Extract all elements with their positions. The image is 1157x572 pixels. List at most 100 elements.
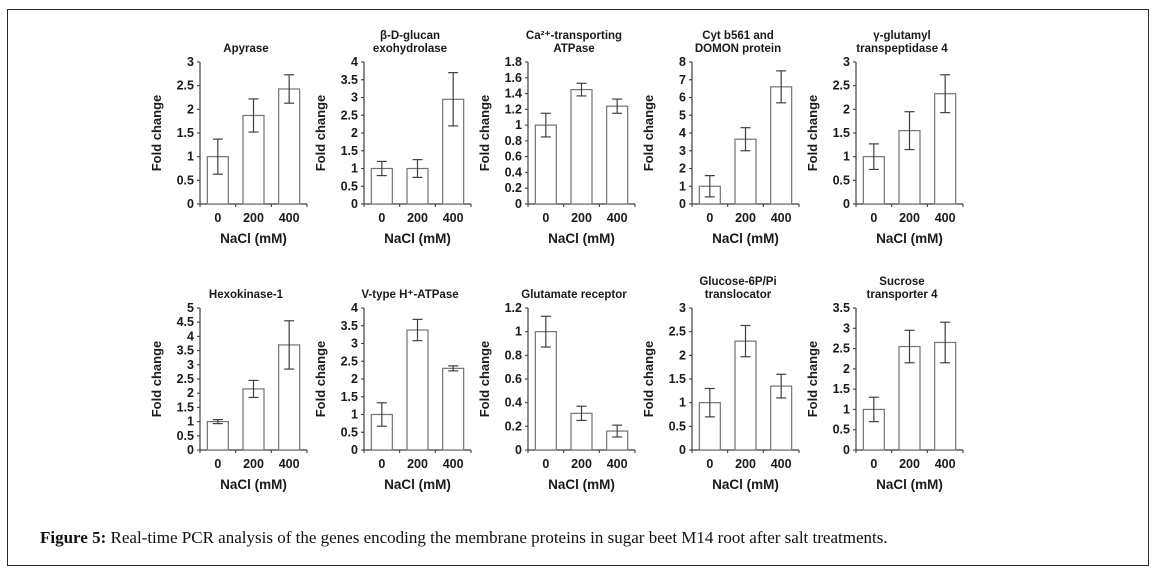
svg-text:2.5: 2.5 [177, 372, 194, 386]
svg-text:0: 0 [843, 197, 850, 211]
svg-text:400: 400 [771, 457, 792, 471]
chart-apyrase: Apyrase 0 0.5 1 1.5 2 2.5 3 Fold change 0 200 400 Na… [150, 22, 314, 260]
svg-text:0: 0 [378, 457, 385, 471]
svg-text:1.4: 1.4 [505, 87, 522, 101]
chart-plot-glutamate-receptor: 0 0.2 0.4 0.6 0.8 1 1.2 Fold change 0 200 400 NaCl … [478, 302, 636, 492]
svg-text:6: 6 [679, 91, 686, 105]
svg-text:Fold change: Fold change [642, 95, 656, 172]
svg-text:400: 400 [279, 457, 300, 471]
svg-text:0.5: 0.5 [833, 173, 850, 187]
svg-text:3.5: 3.5 [341, 319, 358, 333]
svg-text:2: 2 [679, 348, 686, 362]
svg-text:1.5: 1.5 [341, 390, 358, 404]
svg-text:2: 2 [843, 362, 850, 376]
svg-text:3: 3 [351, 91, 358, 105]
svg-text:0: 0 [870, 457, 877, 471]
chart-glucose-6p-pi-translocator: Glucose-6P/Pi translocator 0 0.5 1 1.5 2 2.5 3 Fo… [642, 268, 806, 506]
svg-text:1: 1 [351, 408, 358, 422]
chart-plot-cyt-b561-domon-protein: 0 1 2 3 4 5 6 7 8 Fold change 0 200 400 NaCl (mM) [642, 56, 800, 246]
svg-text:2: 2 [351, 372, 358, 386]
svg-text:200: 200 [899, 457, 920, 471]
svg-text:400: 400 [443, 457, 464, 471]
svg-text:0.8: 0.8 [505, 348, 522, 362]
svg-text:400: 400 [607, 457, 628, 471]
svg-text:NaCl (mM): NaCl (mM) [220, 231, 287, 246]
chart-plot-glucose-6p-pi-translocator: 0 0.5 1 1.5 2 2.5 3 Fold change 0 200 400 NaCl (mM) [642, 302, 800, 492]
svg-text:0.6: 0.6 [505, 150, 522, 164]
svg-text:3: 3 [351, 337, 358, 351]
svg-text:200: 200 [735, 211, 756, 225]
chart-sucrose-transporter-4: Sucrose transporter 4 0 0.5 1 1.5 2 2.5 3 3.5 Fold… [806, 268, 970, 506]
svg-text:400: 400 [935, 457, 956, 471]
svg-text:400: 400 [607, 211, 628, 225]
svg-text:1.5: 1.5 [669, 372, 686, 386]
svg-text:1: 1 [351, 162, 358, 176]
svg-text:0: 0 [870, 211, 877, 225]
svg-text:400: 400 [771, 211, 792, 225]
svg-text:400: 400 [279, 211, 300, 225]
chart-v-type-h-atpase: V-type H⁺-ATPase 0 0.5 1 1.5 2 2.5 3 3.5 4 Fold ch… [314, 268, 478, 506]
svg-text:1: 1 [187, 150, 194, 164]
svg-text:1: 1 [679, 396, 686, 410]
svg-text:200: 200 [407, 457, 428, 471]
svg-text:4: 4 [351, 302, 358, 315]
svg-text:1.6: 1.6 [505, 71, 522, 85]
svg-text:1.2: 1.2 [505, 102, 522, 116]
chart-ca-transporting-atpase: Ca²⁺-transporting ATPase 0 0.2 0.4 0.6 0.8 1 1.2… [478, 22, 642, 260]
svg-text:1.5: 1.5 [177, 126, 194, 140]
svg-text:3: 3 [843, 321, 850, 335]
chart-hexokinase-1: Hexokinase-1 0 0.5 1 1.5 2 2.5 3 3.5 4 4.5 5 Fold ch… [150, 268, 314, 506]
chart-title-ca-transporting-atpase: Ca²⁺-transporting ATPase [525, 30, 623, 55]
figure-caption-label: Figure 5: [40, 528, 107, 547]
svg-text:0: 0 [214, 211, 221, 225]
svg-text:0: 0 [351, 197, 358, 211]
svg-text:0: 0 [515, 197, 522, 211]
svg-text:400: 400 [935, 211, 956, 225]
svg-text:0.2: 0.2 [505, 419, 522, 433]
svg-text:1.2: 1.2 [505, 302, 522, 315]
svg-text:1.5: 1.5 [833, 126, 850, 140]
svg-text:2: 2 [843, 102, 850, 116]
chart-title-gamma-glutamyl-transpeptidase-4: γ-glutamyl transpeptidase 4 [856, 30, 948, 55]
svg-text:0: 0 [378, 211, 385, 225]
svg-text:Fold change: Fold change [478, 95, 492, 172]
svg-text:200: 200 [407, 211, 428, 225]
svg-text:0: 0 [515, 443, 522, 457]
svg-text:3.5: 3.5 [833, 302, 850, 315]
svg-text:400: 400 [443, 211, 464, 225]
svg-text:NaCl (mM): NaCl (mM) [876, 477, 943, 492]
svg-text:0: 0 [542, 211, 549, 225]
chart-title-glutamate-receptor: Glutamate receptor [521, 289, 627, 301]
svg-text:Fold change: Fold change [314, 95, 328, 172]
svg-text:NaCl (mM): NaCl (mM) [712, 231, 779, 246]
svg-text:4: 4 [679, 126, 686, 140]
svg-text:1.8: 1.8 [505, 56, 522, 69]
chart-title-glucose-6p-pi-translocator: Glucose-6P/Pi translocator [699, 276, 777, 301]
svg-text:200: 200 [735, 457, 756, 471]
svg-text:1.5: 1.5 [341, 144, 358, 158]
svg-text:0: 0 [214, 457, 221, 471]
svg-text:2.5: 2.5 [833, 342, 850, 356]
svg-text:0: 0 [187, 197, 194, 211]
svg-text:0.5: 0.5 [669, 419, 686, 433]
svg-text:3: 3 [187, 56, 194, 69]
svg-text:NaCl (mM): NaCl (mM) [548, 477, 615, 492]
svg-text:8: 8 [679, 56, 686, 69]
chart-title-cyt-b561-domon-protein: Cyt b561 and DOMON protein [694, 30, 782, 55]
svg-text:2.5: 2.5 [341, 108, 358, 122]
svg-text:0.5: 0.5 [177, 173, 194, 187]
svg-text:Fold change: Fold change [642, 341, 656, 418]
svg-text:3.5: 3.5 [341, 73, 358, 87]
svg-text:0: 0 [706, 457, 713, 471]
svg-text:4: 4 [351, 56, 358, 69]
figure-caption: Figure 5: Real-time PCR analysis of the … [40, 528, 1120, 548]
svg-text:3: 3 [187, 358, 194, 372]
svg-text:2: 2 [679, 162, 686, 176]
chart-plot-sucrose-transporter-4: 0 0.5 1 1.5 2 2.5 3 3.5 Fold change 0 200 400 NaCl (… [806, 302, 964, 492]
svg-text:0.5: 0.5 [833, 423, 850, 437]
svg-text:Fold change: Fold change [150, 95, 164, 172]
svg-text:4: 4 [187, 329, 194, 343]
svg-text:0: 0 [351, 443, 358, 457]
svg-text:0: 0 [679, 197, 686, 211]
